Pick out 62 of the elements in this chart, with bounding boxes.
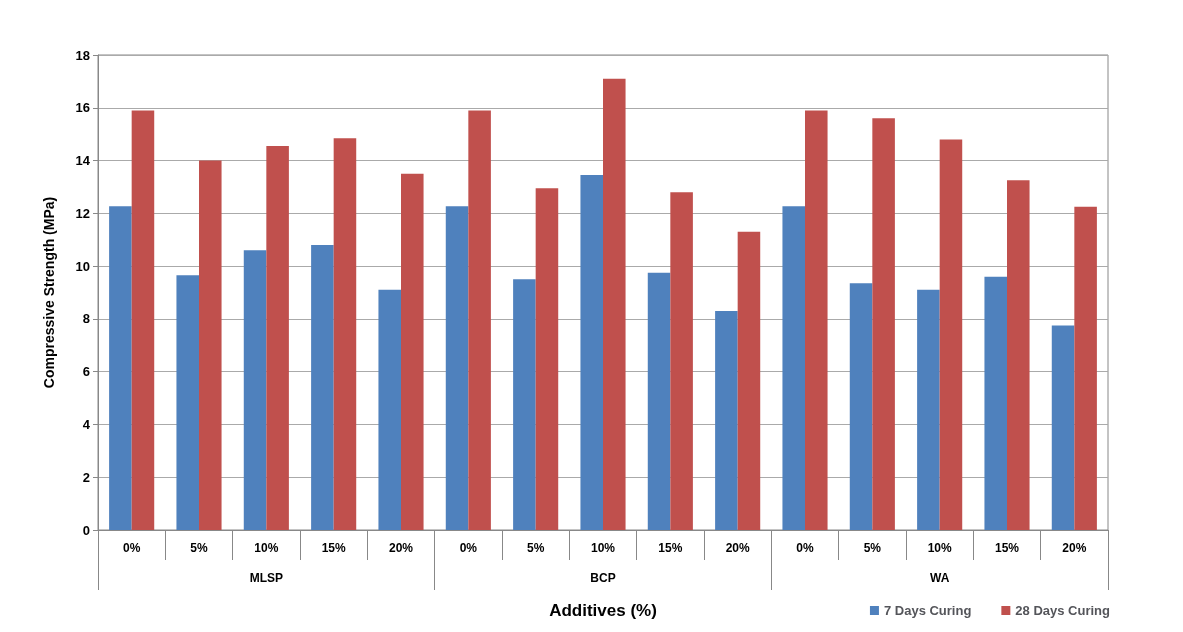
x-tick-label: 15% — [321, 541, 346, 555]
bar — [805, 110, 828, 530]
text: BCP — [590, 571, 616, 585]
bar — [939, 139, 963, 530]
bar — [131, 110, 155, 530]
x-tick-label: 0% — [796, 541, 814, 555]
bar — [266, 146, 289, 530]
y-tick-label: 18 — [75, 47, 90, 63]
x-tick-label: 10% — [927, 541, 952, 555]
bar — [468, 110, 491, 530]
bar — [580, 175, 603, 530]
legend-label: 7 Days Curing — [883, 603, 972, 618]
bar — [199, 160, 222, 530]
bar — [603, 78, 626, 530]
x-tick-label: 0% — [122, 541, 141, 555]
bar — [1051, 325, 1075, 530]
bar — [243, 250, 267, 530]
bar — [1007, 180, 1030, 530]
bar — [378, 289, 401, 530]
x-tick-label: 10% — [590, 541, 616, 555]
bar — [670, 192, 693, 530]
x-tick-label: 5% — [190, 541, 208, 555]
bar — [333, 138, 357, 530]
y-tick-label: 4 — [82, 416, 91, 432]
bar — [849, 283, 873, 530]
y-tick-label: 2 — [82, 469, 90, 485]
bar — [445, 206, 469, 530]
x-tick-label: 15% — [658, 541, 683, 555]
bar — [782, 206, 805, 530]
bar — [872, 118, 895, 530]
bar — [535, 188, 559, 530]
bar — [513, 279, 536, 530]
bar — [737, 231, 761, 530]
bar — [715, 310, 738, 530]
x-tick-label: 10% — [254, 541, 279, 555]
y-axis-title: Compressive Strength (MPa) — [41, 196, 57, 389]
x-tick-label: 0% — [459, 541, 478, 555]
bar — [984, 276, 1007, 530]
legend-label: 28 Days Curing — [1015, 603, 1111, 618]
bar — [401, 173, 424, 530]
x-tick-label: 5% — [526, 541, 545, 555]
bar — [109, 206, 132, 530]
text: MLSP — [249, 571, 284, 585]
bar — [647, 272, 671, 530]
y-tick-label: 12 — [75, 205, 90, 221]
bar — [1074, 206, 1097, 530]
bar — [311, 245, 334, 530]
x-tick-label: 20% — [1062, 541, 1087, 555]
y-tick-label: 14 — [75, 153, 91, 169]
bar — [176, 275, 199, 530]
text: WA — [929, 571, 950, 585]
y-tick-label: 8 — [82, 311, 90, 327]
x-tick-label: 20% — [388, 541, 414, 555]
x-tick-label: 20% — [725, 541, 750, 555]
x-tick-label: 5% — [863, 541, 882, 555]
x-axis-title: Additives (%) — [549, 601, 657, 620]
bar — [917, 289, 940, 530]
y-tick-label: 6 — [82, 364, 90, 380]
y-tick-label: 0 — [82, 522, 90, 538]
x-tick-label: 15% — [994, 541, 1020, 555]
y-tick-label: 16 — [75, 100, 90, 116]
y-tick-label: 10 — [75, 258, 90, 274]
